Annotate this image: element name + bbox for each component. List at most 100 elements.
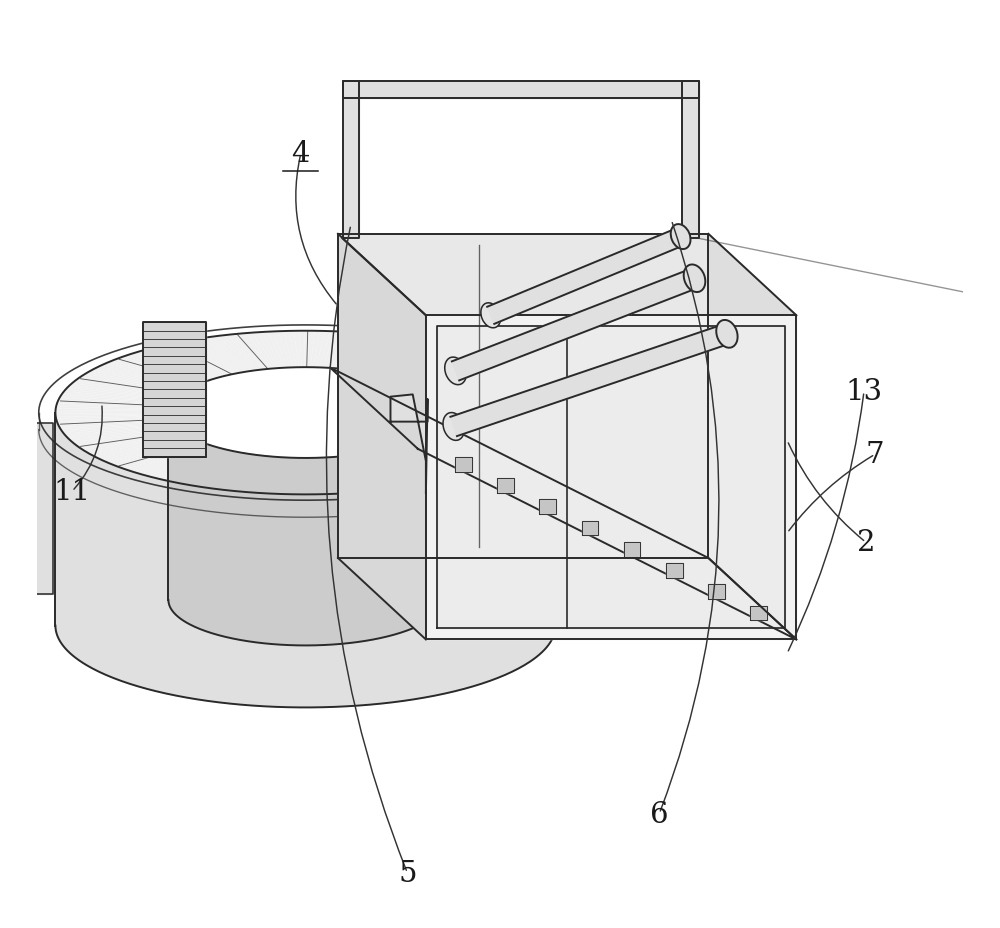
Polygon shape	[283, 331, 296, 367]
Polygon shape	[237, 334, 271, 369]
Polygon shape	[74, 380, 180, 396]
Polygon shape	[427, 375, 529, 393]
Polygon shape	[350, 456, 392, 490]
Polygon shape	[350, 336, 392, 370]
Polygon shape	[83, 374, 185, 393]
Polygon shape	[288, 458, 299, 495]
Polygon shape	[56, 406, 169, 410]
Polygon shape	[278, 458, 293, 495]
Polygon shape	[252, 333, 279, 368]
Polygon shape	[358, 455, 406, 489]
Polygon shape	[179, 452, 239, 484]
Polygon shape	[383, 450, 452, 481]
Polygon shape	[403, 445, 487, 470]
Polygon shape	[539, 500, 556, 515]
Polygon shape	[299, 458, 305, 495]
Polygon shape	[437, 425, 546, 437]
Polygon shape	[395, 447, 472, 475]
Polygon shape	[56, 416, 169, 419]
Polygon shape	[304, 331, 309, 367]
Polygon shape	[390, 448, 464, 477]
Polygon shape	[390, 349, 464, 378]
Polygon shape	[232, 457, 268, 492]
Polygon shape	[197, 454, 249, 487]
Polygon shape	[333, 333, 362, 369]
Polygon shape	[212, 455, 257, 490]
Polygon shape	[442, 416, 555, 420]
Polygon shape	[242, 334, 273, 369]
Polygon shape	[328, 458, 351, 494]
Polygon shape	[183, 341, 241, 374]
Polygon shape	[56, 409, 169, 412]
Polygon shape	[316, 458, 330, 495]
Polygon shape	[59, 399, 171, 406]
Polygon shape	[262, 332, 285, 368]
Polygon shape	[381, 345, 448, 376]
Polygon shape	[125, 355, 209, 381]
Polygon shape	[105, 363, 197, 386]
Polygon shape	[145, 350, 220, 379]
Ellipse shape	[481, 303, 501, 329]
Polygon shape	[409, 442, 498, 467]
Polygon shape	[179, 342, 239, 374]
Polygon shape	[57, 419, 170, 424]
Polygon shape	[379, 451, 443, 483]
Polygon shape	[405, 444, 491, 470]
Polygon shape	[436, 388, 545, 400]
Polygon shape	[170, 451, 234, 483]
Polygon shape	[188, 453, 244, 486]
Polygon shape	[475, 574, 506, 600]
Polygon shape	[188, 341, 244, 373]
Polygon shape	[81, 376, 183, 393]
Polygon shape	[76, 379, 181, 395]
Polygon shape	[347, 456, 387, 491]
Polygon shape	[388, 348, 460, 378]
Polygon shape	[353, 336, 397, 371]
Polygon shape	[99, 439, 194, 460]
Polygon shape	[358, 338, 406, 371]
Polygon shape	[268, 332, 288, 368]
Polygon shape	[133, 446, 213, 473]
Polygon shape	[450, 325, 730, 437]
Polygon shape	[90, 436, 189, 457]
Polygon shape	[331, 458, 356, 494]
Polygon shape	[122, 356, 207, 382]
Polygon shape	[383, 346, 452, 377]
Polygon shape	[440, 398, 552, 406]
Polygon shape	[437, 424, 548, 435]
Polygon shape	[497, 479, 514, 494]
Polygon shape	[411, 361, 501, 385]
Polygon shape	[432, 430, 538, 445]
Polygon shape	[257, 458, 282, 494]
Polygon shape	[426, 434, 527, 453]
Polygon shape	[207, 455, 254, 489]
Polygon shape	[409, 359, 498, 384]
Polygon shape	[257, 332, 282, 368]
Polygon shape	[112, 442, 201, 466]
Polygon shape	[369, 341, 425, 373]
Polygon shape	[316, 331, 330, 368]
Polygon shape	[407, 358, 494, 383]
Polygon shape	[342, 457, 377, 492]
Polygon shape	[72, 382, 179, 397]
Polygon shape	[379, 344, 443, 375]
Polygon shape	[294, 458, 302, 495]
Polygon shape	[452, 269, 698, 381]
Polygon shape	[137, 352, 215, 380]
Polygon shape	[443, 413, 556, 415]
Polygon shape	[78, 378, 182, 394]
Polygon shape	[96, 367, 192, 388]
Polygon shape	[149, 348, 222, 378]
Polygon shape	[143, 323, 206, 458]
Polygon shape	[440, 396, 551, 405]
Polygon shape	[399, 445, 480, 473]
Polygon shape	[118, 357, 205, 383]
Polygon shape	[438, 393, 549, 403]
Polygon shape	[441, 401, 554, 407]
Polygon shape	[339, 457, 372, 493]
Ellipse shape	[671, 225, 691, 250]
Ellipse shape	[443, 413, 464, 441]
Polygon shape	[442, 415, 555, 419]
Polygon shape	[325, 458, 346, 494]
Polygon shape	[72, 430, 179, 445]
